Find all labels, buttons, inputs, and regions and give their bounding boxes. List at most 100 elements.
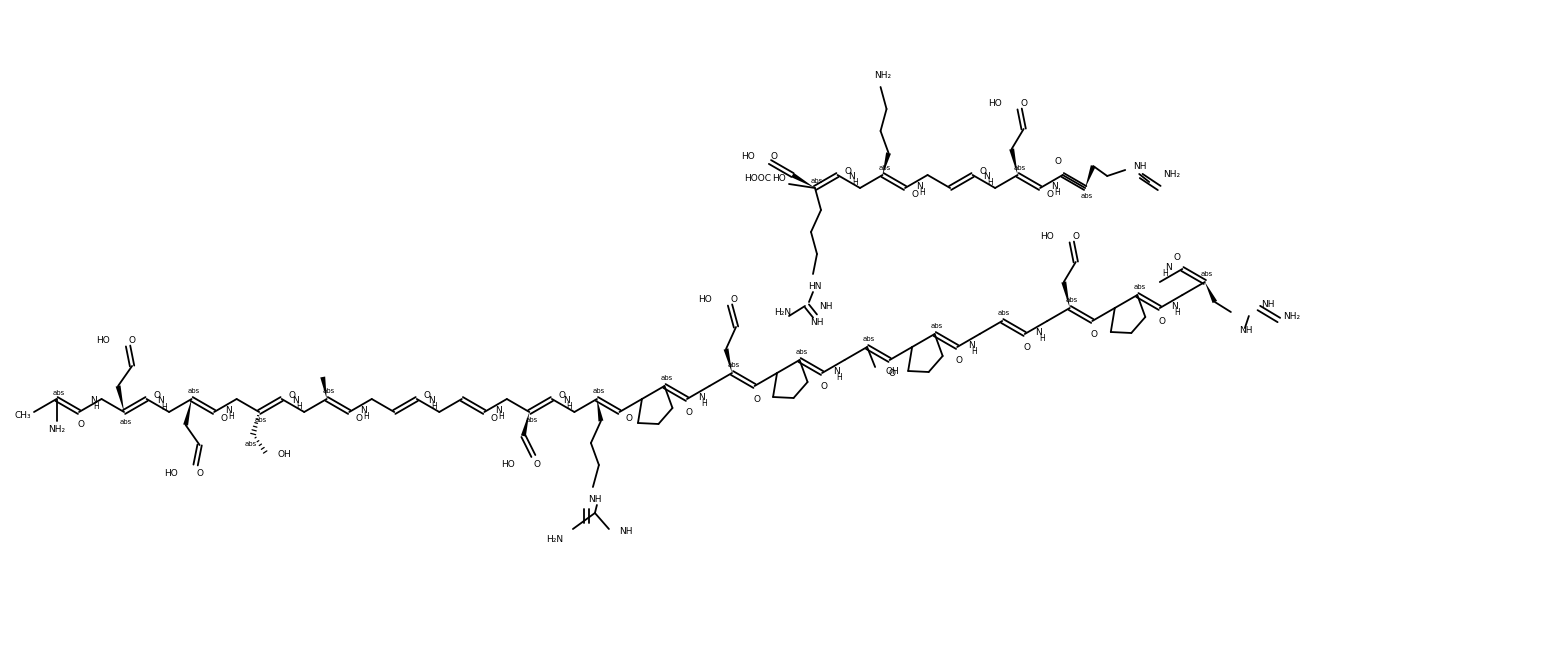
Text: abs: abs [863,336,875,342]
Text: N: N [1036,328,1042,337]
Text: HO: HO [164,469,178,477]
Text: HO: HO [96,335,110,345]
Text: HOOC: HOOC [744,174,770,182]
Text: N: N [1170,302,1178,311]
Text: O: O [1047,190,1053,198]
Text: H: H [701,399,707,408]
Text: abs: abs [525,417,537,423]
Text: NH₂: NH₂ [874,70,891,80]
Text: N: N [698,393,704,402]
Text: NH₂: NH₂ [1283,312,1300,320]
Polygon shape [320,377,327,399]
Text: N: N [292,396,300,405]
Text: OH: OH [278,450,290,459]
Text: N: N [496,406,502,415]
Text: H: H [229,412,235,421]
Text: NH: NH [588,495,602,503]
Text: abs: abs [997,310,1010,316]
Text: abs: abs [1065,297,1078,303]
Text: N: N [968,341,974,350]
Polygon shape [724,348,732,373]
Text: H: H [1055,188,1061,197]
Text: NH: NH [811,318,824,326]
Text: abs: abs [1201,271,1214,277]
Text: N: N [832,367,840,376]
Text: O: O [1055,156,1061,166]
Text: NH: NH [1133,162,1147,170]
Text: O: O [289,391,295,400]
Text: abs: abs [1081,193,1093,199]
Text: N: N [157,396,164,405]
Text: O: O [956,355,962,365]
Text: abs: abs [120,419,133,425]
Polygon shape [883,152,891,175]
Text: O: O [355,414,363,422]
Text: N: N [984,172,990,181]
Text: O: O [423,391,431,400]
Text: H: H [499,412,505,421]
Text: O: O [888,369,896,377]
Text: abs: abs [931,323,943,329]
Text: O: O [534,459,540,469]
Polygon shape [1204,282,1217,303]
Text: O: O [1090,330,1098,339]
Text: HO: HO [741,152,755,160]
Text: abs: abs [187,388,199,394]
Text: H: H [1163,269,1167,278]
Text: HO: HO [502,459,516,469]
Text: NH: NH [619,526,633,536]
Text: O: O [770,152,778,160]
Text: N: N [90,396,97,405]
Text: O: O [1173,253,1181,261]
Text: HO: HO [988,99,1002,107]
Text: N: N [562,396,570,405]
Text: O: O [77,420,85,428]
Text: N: N [428,396,434,405]
Text: abs: abs [52,390,65,396]
Text: N: N [916,182,923,191]
Text: abs: abs [795,349,808,355]
Polygon shape [1085,165,1096,188]
Text: H₂N: H₂N [774,308,791,316]
Text: H: H [1175,308,1180,317]
Text: abs: abs [1133,284,1146,290]
Text: O: O [559,391,565,400]
Text: N: N [1164,263,1172,272]
Text: NH: NH [1261,300,1274,308]
Text: N: N [848,172,855,181]
Text: N: N [225,406,232,415]
Text: abs: abs [811,178,823,184]
Text: NH: NH [1240,326,1252,335]
Polygon shape [598,399,604,422]
Text: abs: abs [1013,165,1025,171]
Text: O: O [491,414,497,422]
Text: O: O [1021,99,1027,107]
Text: H: H [161,403,167,412]
Text: abs: abs [727,362,740,368]
Text: HO: HO [698,294,712,304]
Text: OH: OH [885,367,899,375]
Text: HO: HO [1041,231,1053,241]
Text: HO: HO [772,174,786,182]
Text: H₂N: H₂N [545,534,564,544]
Text: H: H [94,402,99,411]
Text: N: N [360,406,367,415]
Text: O: O [911,190,919,198]
Text: NH₂: NH₂ [1163,170,1180,178]
Text: abs: abs [255,417,267,423]
Polygon shape [791,173,815,188]
Text: H: H [431,402,437,411]
Text: H: H [1039,334,1045,343]
Text: O: O [686,408,692,416]
Text: H: H [567,402,571,411]
Text: O: O [1158,316,1166,326]
Text: CH₃: CH₃ [14,410,31,420]
Polygon shape [184,399,191,426]
Text: HN: HN [808,282,821,290]
Text: NH₂: NH₂ [48,424,65,434]
Text: H: H [852,178,857,187]
Text: O: O [753,394,760,404]
Text: N: N [1051,182,1058,191]
Text: O: O [1024,343,1030,351]
Text: O: O [1072,231,1079,241]
